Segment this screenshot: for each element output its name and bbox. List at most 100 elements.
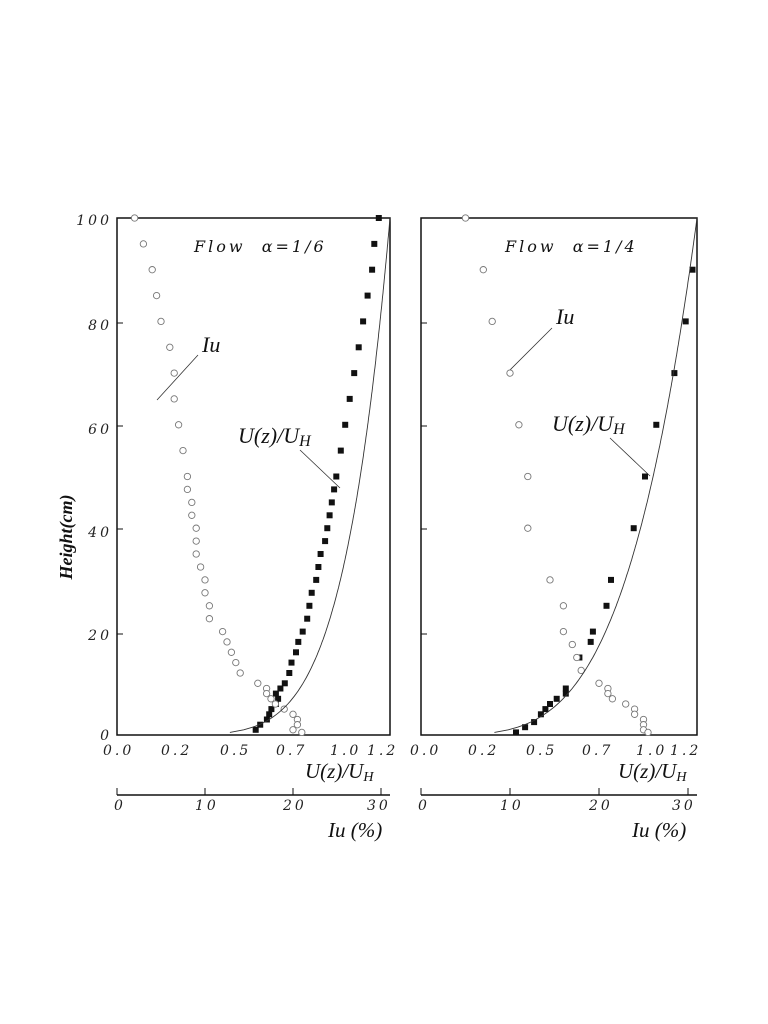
iu-point [289, 710, 297, 718]
iu-point [236, 669, 244, 677]
iu-point [188, 511, 196, 519]
velocity-point [324, 525, 331, 532]
velocity-point [293, 649, 299, 656]
x-tick-label: 0.5 [526, 743, 557, 759]
iu-tick-label: 10 [500, 798, 524, 814]
velocity-point [608, 576, 614, 583]
iu-point [196, 563, 205, 571]
velocity-point [689, 266, 696, 273]
x-label-main: U(z)/U [618, 759, 678, 783]
velocity-point [682, 318, 689, 325]
x-label-main: U(z)/U [305, 759, 365, 783]
iu-point [148, 266, 156, 274]
iu-tick-label: 30 [367, 798, 391, 814]
iu-point [188, 498, 196, 507]
iu-point [604, 689, 612, 698]
velocity-point [337, 447, 344, 454]
y-tick-label: 60 [88, 422, 112, 438]
velocity-point [328, 499, 335, 506]
velocity-point [355, 344, 362, 351]
iu-point [546, 576, 554, 584]
velocity-point [371, 240, 378, 247]
x-tick-label: 0.5 [220, 743, 251, 759]
velocity-point [263, 716, 270, 723]
velocity-point [299, 628, 306, 635]
iu-point [280, 705, 288, 713]
u-annotation-main: U(z)/U [552, 411, 615, 436]
u-annotation-main: U(z)/U [238, 423, 301, 448]
x-tick-label: 0.7 [582, 743, 613, 759]
y-tick-label: 100 [76, 213, 112, 229]
velocity-point [277, 685, 284, 692]
iu-point [205, 615, 214, 623]
velocity-point [587, 638, 594, 645]
iu-point [622, 700, 630, 708]
iu-point [267, 695, 275, 703]
velocity-point [304, 615, 311, 622]
left-x-axis-label: U(z)/UH [305, 759, 374, 785]
iu-point [130, 214, 139, 222]
velocity-point [315, 564, 322, 570]
left-iu-annotation: Iu [201, 332, 220, 357]
iu-tick-label: 20 [588, 798, 613, 814]
left-plot-frame [116, 217, 391, 736]
left-iu-axis: 0 10 20 30 Iu (%) [114, 788, 391, 842]
iu-point [152, 291, 161, 300]
u-annotation-sub: H [298, 433, 312, 450]
right-y-ticks [421, 322, 427, 635]
iu-point [524, 472, 532, 481]
velocity-point [531, 719, 538, 726]
iu-point [170, 369, 178, 377]
x-tick-label: 1.0 [636, 743, 667, 759]
iu-point [608, 695, 617, 703]
u-annotation-sub: H [612, 421, 626, 438]
velocity-point [642, 473, 648, 480]
iu-point [227, 648, 236, 656]
x-tick-label: 0.2 [468, 743, 499, 759]
right-title: Flow α=1/4 [504, 237, 638, 256]
iu-point [559, 627, 568, 636]
iu-point [170, 395, 178, 403]
fit-line [229, 217, 391, 733]
velocity-point [562, 685, 569, 692]
iu-point [183, 472, 192, 481]
right-x-ticks: 0.0 0.2 0.5 0.7 1.0 1.2 [410, 743, 698, 759]
x-tick-label: 1.0 [330, 743, 361, 759]
iu-tick-label: 0 [114, 798, 126, 814]
velocity-point [364, 292, 371, 299]
velocity-point [306, 602, 313, 609]
right-iu-leader [507, 327, 553, 373]
right-plot-marks [461, 214, 698, 737]
velocity-point [295, 638, 302, 645]
velocity-point [522, 724, 529, 731]
right-u-annotation: U(z)/UH [552, 411, 626, 438]
y-tick-label: 40 [87, 525, 112, 541]
iu-point [201, 589, 209, 597]
iu-point [179, 446, 187, 455]
velocity-point [542, 706, 549, 713]
iu-point [157, 317, 165, 326]
iu-point [174, 421, 183, 429]
velocity-point [375, 215, 382, 221]
iu-point [192, 524, 200, 532]
x-label-sub: H [362, 770, 374, 785]
x-tick-label: 0.0 [410, 743, 441, 759]
right-panel: Flow α=1/4 0.0 0.2 0.5 0.7 1.0 1.2 U(z)/… [410, 214, 698, 842]
velocity-point [281, 680, 288, 687]
iu-point [479, 266, 487, 274]
y-tick-label: 0 [100, 728, 112, 744]
iu-point [183, 485, 192, 494]
iu-point [192, 550, 200, 558]
left-iu-leader [156, 354, 199, 401]
iu-point [139, 240, 148, 248]
iu-point [568, 640, 576, 649]
velocity-point [326, 512, 333, 519]
x-tick-label: 0.2 [161, 743, 192, 759]
left-u-leader [299, 449, 341, 489]
iu-point [461, 214, 470, 222]
right-u-leader [609, 437, 651, 477]
right-iu-annotation: Iu [555, 304, 574, 329]
velocity-point [653, 421, 660, 428]
y-axis-label: Height(cm) [56, 495, 77, 581]
x-label-sub: H [675, 770, 687, 785]
